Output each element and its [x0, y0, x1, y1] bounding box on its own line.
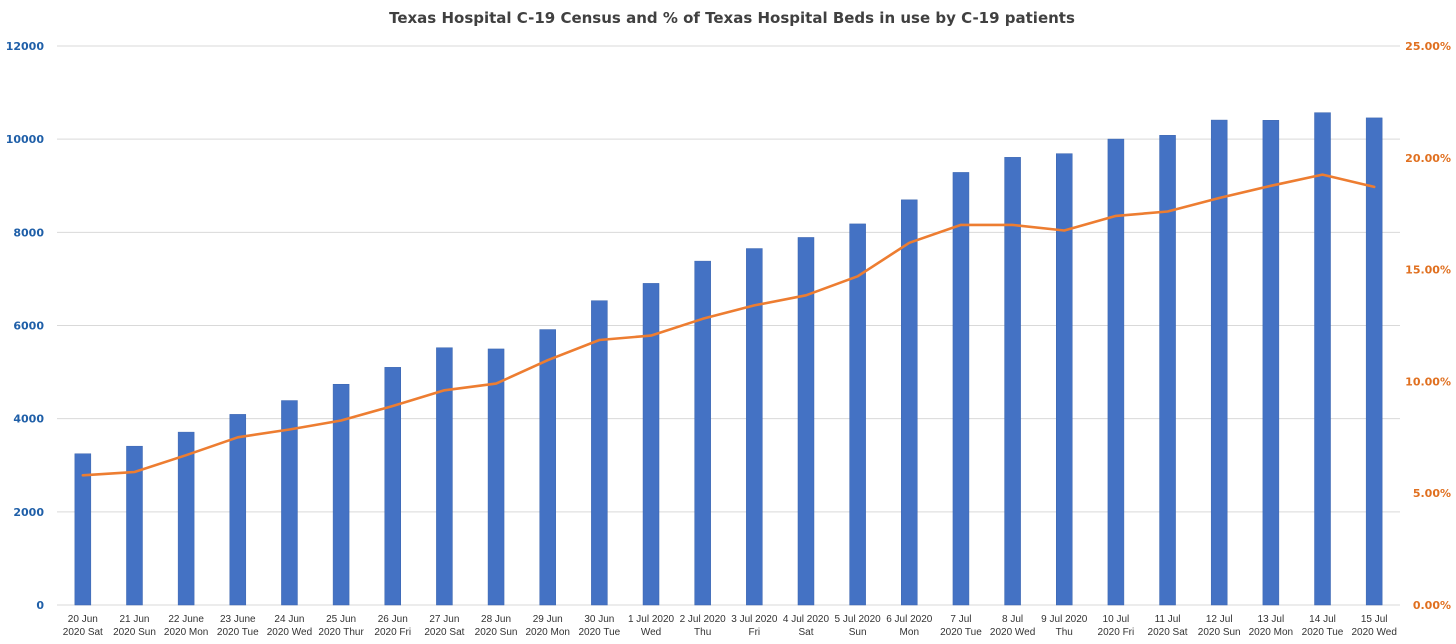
left-tick-label: 12000 [6, 40, 45, 53]
x-tick-label: 2 Jul 2020 Thu [680, 614, 727, 638]
left-y-axis: 0 2000 4000 6000 8000 10000 12000 [6, 40, 45, 612]
x-tick-label: 1 Jul 2020 Wed [628, 614, 675, 638]
right-tick-label: 20.00% [1405, 152, 1451, 165]
bar-series [74, 112, 1383, 606]
x-tick-label: 9 Jul 2020 Thu [1041, 614, 1088, 638]
x-tick-label: 3 Jul 2020 Fri [731, 614, 778, 638]
bar [694, 260, 711, 606]
x-tick-label: 28 Jun 2020 Sun [475, 614, 518, 638]
bar [1210, 119, 1228, 606]
bar [487, 348, 505, 606]
x-tick-label: 4 Jul 2020 Sat [783, 614, 830, 638]
x-tick-label: 10 Jul 2020 Fri [1098, 614, 1135, 638]
x-tick-label: 29 Jun 2020 Mon [525, 614, 569, 638]
left-tick-label: 10000 [6, 133, 45, 146]
x-tick-label: 26 Jun 2020 Fri [374, 614, 411, 638]
bar [177, 431, 195, 606]
bar [1004, 157, 1021, 606]
right-tick-label: 5.00% [1413, 487, 1451, 500]
x-tick-label: 23 June 2020 Tue [217, 614, 259, 638]
bar [539, 329, 556, 606]
bar [229, 414, 247, 606]
x-tick-label: 11 Jul 2020 Sat [1148, 614, 1188, 638]
bar [1107, 138, 1125, 606]
bar [797, 237, 815, 606]
bar [642, 283, 660, 606]
left-tick-label: 0 [36, 599, 44, 612]
x-tick-label: 22 June 2020 Mon [164, 614, 208, 638]
x-tick-label: 30 Jun 2020 Tue [579, 614, 621, 638]
x-tick-label: 6 Jul 2020 Mon [886, 614, 933, 638]
x-tick-label: 21 Jun 2020 Sun [113, 614, 156, 638]
gridlines [57, 45, 1400, 606]
x-tick-label: 13 Jul 2020 Mon [1249, 614, 1293, 638]
bar [1365, 117, 1383, 606]
x-tick-label: 20 Jun 2020 Sat [63, 614, 103, 638]
x-tick-label: 5 Jul 2020 Sun [835, 614, 882, 638]
bar [74, 453, 92, 606]
line-series [81, 173, 1376, 477]
bar [1056, 153, 1073, 606]
x-tick-label: 14 Jul 2020 Tue [1302, 614, 1344, 638]
bar [384, 367, 401, 606]
right-tick-label: 25.00% [1405, 40, 1451, 53]
bar [281, 400, 298, 606]
left-tick-label: 6000 [13, 320, 44, 333]
x-tick-label: 24 Jun 2020 Wed [267, 614, 312, 638]
x-tick-label: 8 Jul 2020 Wed [990, 614, 1035, 638]
right-y-axis: 0.00% 5.00% 10.00% 15.00% 20.00% 25.00% [1405, 40, 1451, 612]
chart-title: Texas Hospital C-19 Census and % of Texa… [389, 9, 1075, 27]
bar [436, 347, 453, 606]
bar [591, 300, 608, 606]
x-tick-label: 12 Jul 2020 Sun [1198, 614, 1241, 638]
bar [901, 199, 918, 606]
bar [1159, 135, 1176, 606]
x-tick-label: 7 Jul 2020 Tue [940, 614, 982, 638]
bar [952, 172, 970, 606]
percent-line [81, 173, 1376, 477]
x-tick-label: 15 Jul 2020 Wed [1351, 614, 1396, 638]
bar [126, 445, 143, 606]
x-axis: 20 Jun 2020 Sat 21 Jun 2020 Sun 22 June 2020 … [63, 614, 1397, 638]
left-tick-label: 4000 [13, 413, 44, 426]
bar [1262, 120, 1280, 606]
bar [332, 383, 350, 606]
right-tick-label: 15.00% [1405, 264, 1451, 277]
bar [746, 248, 763, 606]
left-tick-label: 2000 [13, 506, 44, 519]
right-tick-label: 10.00% [1405, 375, 1451, 388]
bar [849, 223, 866, 606]
left-tick-label: 8000 [13, 226, 44, 239]
bar [1314, 112, 1331, 606]
right-tick-label: 0.00% [1413, 599, 1451, 612]
x-tick-label: 25 Jun 2020 Thur [318, 614, 364, 638]
x-tick-label: 27 Jun 2020 Sat [424, 614, 464, 638]
